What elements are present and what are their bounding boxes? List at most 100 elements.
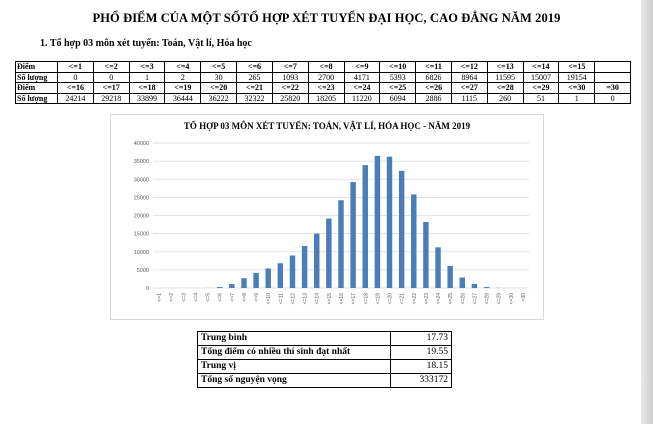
bar [350,182,356,288]
score-bucket-cell: <=10 [379,61,417,73]
score-bucket-cell: <=30 [558,82,596,94]
y-tick-label: 15000 [134,232,149,238]
x-tick-label: <=18 [363,293,369,305]
bar [229,284,235,288]
count-cell: 265 [236,71,273,83]
bar [362,165,368,288]
score-bucket-cell: <=9 [343,61,381,73]
count-cell: 1093 [271,71,309,83]
empty-cell [594,71,631,83]
score-bucket-cell: =30 [594,82,631,94]
bar [301,245,308,288]
x-tick-label: <=8 [242,293,248,302]
y-tick-label: 35000 [134,159,149,165]
x-tick-label: <=22 [412,293,418,305]
stat-label: Tổng điểm có nhiều thí sinh đạt nhất [197,345,391,360]
count-cell: 11220 [343,92,381,104]
count-cell: 25820 [271,92,309,104]
bar [483,287,490,288]
count-cell: 260 [486,92,524,104]
bar [398,170,405,288]
score-bucket-cell: <=4 [164,61,202,73]
x-tick-label: <=7 [230,293,236,302]
x-tick-label: <=11 [278,293,284,304]
bar [338,200,344,288]
count-label: Số lượng [15,71,58,83]
bar [374,155,381,288]
x-tick-label: <=9 [254,293,260,302]
bar [289,255,296,288]
bar [423,222,429,288]
count-cell: 36444 [164,92,202,104]
score-bucket-cell: <=21 [236,82,273,94]
x-tick-label: <=29 [497,293,503,305]
count-cell: 1115 [450,92,488,104]
stat-value: 333172 [390,373,452,388]
count-cell: 29218 [92,92,130,104]
x-tick-label: <=5 [206,293,212,302]
y-tick-label: 20000 [134,214,149,220]
score-bucket-cell: <=27 [450,82,488,94]
table-row-points-2: Điểm <=16 <=17 <=18 <=19 <=20 <=21 <=22 <=23 <=2… [15,82,631,94]
count-cell: 30 [200,71,238,83]
x-tick-label: <=1 [157,293,163,302]
x-tick-label: <=24 [436,293,442,305]
x-tick-label: <=13 [303,293,309,305]
x-tick-label: <=28 [485,293,491,305]
page-title: PHỔ ĐIỂM CỦA MỘT SỐTỔ HỢP XÉT TUYỂN ĐẠI … [92,11,561,25]
table-row-points-1: Điểm <=1 <=2 <=3 <=4 <=5 <=6 <=7 <=8 <=9 <=10 <=11… [15,61,631,73]
points-label: Điểm [15,61,58,73]
count-cell: 8964 [450,71,488,83]
count-cell: 24214 [57,92,94,104]
stat-label: Trung bình [197,331,391,346]
chart-title: TỔ HỢP 03 MÔN XÉT TUYỂN: TOÁN, VẬT LÍ, H… [183,121,471,131]
score-bucket-cell: <=25 [379,82,417,94]
points-label: Điểm [15,82,58,94]
count-cell: 19154 [558,71,596,83]
count-cell: 0 [594,92,631,104]
score-bucket-cell: <=28 [486,82,524,94]
count-cell: 2 [164,71,202,83]
bar [265,268,271,288]
score-distribution-table: Điểm <=1 <=2 <=3 <=4 <=5 <=6 <=7 <=8 <=9 <=10 <=11… [15,61,631,104]
score-bucket-cell: <=16 [57,82,94,94]
count-cell: 1 [128,71,166,83]
bar [241,278,247,288]
bar [471,283,478,288]
score-bucket-cell: <=24 [343,82,381,94]
window-edge [641,0,653,424]
score-bucket-cell: <=26 [415,82,452,94]
summary-stats-table: Trung bình 17.73 Tổng điểm có nhiều thí si… [197,331,452,388]
y-tick-label: 10000 [134,250,149,256]
stats-row: Tổng số nguyện vọng 333172 [197,373,452,388]
x-tick-label: <=25 [448,293,454,305]
x-tick-label: <=6 [218,293,224,302]
count-cell: 15007 [522,71,560,83]
chart-canvas: 0 5000 10000 15000 20000 25000 30000 35000 40000… [134,141,529,305]
count-cell: 5393 [379,71,417,83]
x-tick-label: <=14 [315,293,321,305]
bar [411,194,417,288]
score-bucket-cell: <=11 [415,61,452,73]
y-tick-label: 30000 [134,177,149,183]
y-tick-label: 5000 [137,268,149,274]
stat-label: Trung vị [197,359,391,374]
stat-value: 18.15 [390,359,452,374]
score-bucket-cell: <=7 [271,61,309,73]
bar [447,265,453,288]
score-bucket-cell: <=19 [164,82,202,94]
score-bucket-cell: <=13 [486,61,524,73]
section-heading: 1. Tổ hợp 03 môn xét tuyển: Toán, Vật lí… [40,38,252,49]
distribution-chart: 0 5000 10000 15000 20000 25000 30000 35000 40000… [110,114,544,320]
x-tick-label: =30 [521,293,527,302]
x-tick-label: <=10 [266,293,272,305]
count-cell: 6826 [415,71,452,83]
x-tick-label: <=30 [509,293,515,305]
count-cell: 32322 [236,92,273,104]
stats-row: Trung bình 17.73 [197,331,452,346]
score-bucket-cell: <=22 [271,82,309,94]
count-cell: 18205 [307,92,345,104]
score-bucket-cell: <=1 [57,61,94,73]
count-cell: 33899 [128,92,166,104]
score-bucket-cell: <=29 [522,82,560,94]
